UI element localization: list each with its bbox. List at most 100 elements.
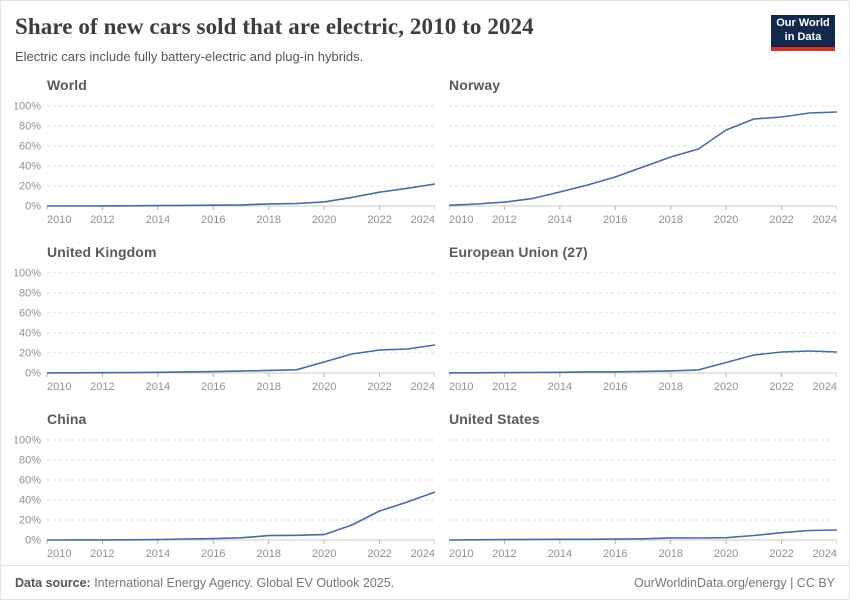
y-axis-tick-label: 60% xyxy=(19,474,41,486)
x-axis-tick-label: 2012 xyxy=(492,548,516,560)
chart-panel: United Kingdom 0% 20% 40% 60% 80% 100% 2010 2012… xyxy=(13,243,436,398)
header: Share of new cars sold that are electric… xyxy=(1,1,849,66)
x-axis-tick-label: 2016 xyxy=(603,214,627,226)
y-axis-tick-label: 80% xyxy=(19,120,41,132)
y-axis-tick-label: 100% xyxy=(15,267,41,279)
x-axis-tick-label: 2020 xyxy=(714,214,738,226)
y-axis-tick-label: 20% xyxy=(19,180,41,192)
data-line[interactable] xyxy=(46,343,436,374)
chart-panel: European Union (27) 2010 2012 2014 2016 2018 2… xyxy=(448,243,838,398)
x-axis-tick-label: 2022 xyxy=(367,214,391,226)
x-axis-tick-label: 2024 xyxy=(813,381,837,393)
x-axis-tick-label: 2018 xyxy=(256,381,280,393)
chart-plot: 0% 20% 40% 60% 80% 100% 2010 2012 2014 2016 2018 20… xyxy=(13,434,436,560)
header-text: Share of new cars sold that are electric… xyxy=(15,13,534,66)
chart-panel: Norway 2010 2012 2014 2016 2018 2020 2022 2024 xyxy=(448,76,838,231)
owid-logo[interactable]: Our World in Data xyxy=(771,15,835,51)
y-axis-tick-label: 100% xyxy=(15,434,41,446)
x-axis-tick-label: 2012 xyxy=(90,548,114,560)
chart-plot: 0% 20% 40% 60% 80% 100% 2010 2012 2014 2016 2018 20… xyxy=(13,100,436,226)
y-axis-tick-label: 100% xyxy=(15,100,41,112)
x-axis-tick-label: 2022 xyxy=(769,214,793,226)
x-axis-tick-label: 2014 xyxy=(146,214,170,226)
x-axis-tick-label: 2012 xyxy=(492,214,516,226)
chart-panel: United States 2010 2012 2014 2016 2018 2020 202… xyxy=(448,410,838,565)
x-axis-tick-label: 2024 xyxy=(813,214,837,226)
y-axis-tick-label: 20% xyxy=(19,514,41,526)
x-axis-tick-label: 2014 xyxy=(146,381,170,393)
x-axis-tick-label: 2010 xyxy=(47,214,71,226)
x-axis-tick-label: 2020 xyxy=(312,214,336,226)
x-axis-tick-label: 2022 xyxy=(769,381,793,393)
footer-datasource: Data source: International Energy Agency… xyxy=(15,576,394,590)
x-axis-tick-label: 2020 xyxy=(312,548,336,560)
y-axis-tick-label: 0% xyxy=(25,367,41,379)
data-line[interactable] xyxy=(448,349,838,374)
data-line[interactable] xyxy=(448,528,838,541)
x-axis-tick-label: 2014 xyxy=(548,548,572,560)
x-axis-tick-label: 2010 xyxy=(47,381,71,393)
footer-datasource-label: Data source: xyxy=(15,575,91,590)
y-axis-tick-label: 40% xyxy=(19,160,41,172)
chart-plot: 2010 2012 2014 2016 2018 2020 2022 2024 xyxy=(448,272,838,393)
chart-title: European Union (27) xyxy=(449,243,588,260)
x-axis-tick-label: 2020 xyxy=(714,381,738,393)
chart-panel: World 0% 20% 40% 60% 80% 100% 2010 2012 2014 2016 2… xyxy=(13,76,436,231)
x-axis-tick-label: 2016 xyxy=(603,548,627,560)
x-axis-tick-label: 2012 xyxy=(90,381,114,393)
x-axis-tick-label: 2022 xyxy=(367,381,391,393)
x-axis-tick-label: 2010 xyxy=(449,381,473,393)
page-subtitle: Electric cars include fully battery-elec… xyxy=(15,48,364,64)
x-axis-tick-label: 2018 xyxy=(256,548,280,560)
y-axis-tick-label: 60% xyxy=(19,140,41,152)
chart-plot: 0% 20% 40% 60% 80% 100% 2010 2012 2014 2016 2018 20… xyxy=(13,267,436,393)
y-axis-tick-label: 0% xyxy=(25,534,41,546)
x-axis-tick-label: 2014 xyxy=(548,214,572,226)
x-axis-tick-label: 2024 xyxy=(813,548,837,560)
chart-plot: 2010 2012 2014 2016 2018 2020 2022 2024 xyxy=(448,439,838,560)
data-line[interactable] xyxy=(448,110,838,206)
x-axis-tick-label: 2016 xyxy=(201,548,225,560)
x-axis-tick-label: 2016 xyxy=(603,381,627,393)
chart-title: United States xyxy=(449,410,540,427)
x-axis-tick-label: 2010 xyxy=(449,548,473,560)
x-axis-tick-label: 2012 xyxy=(90,214,114,226)
x-axis-tick-label: 2022 xyxy=(367,548,391,560)
y-axis-tick-label: 40% xyxy=(19,327,41,339)
x-axis-tick-label: 2012 xyxy=(492,381,516,393)
chart-title: Norway xyxy=(449,76,501,93)
footer: Data source: International Energy Agency… xyxy=(1,564,849,599)
x-axis-tick-label: 2024 xyxy=(411,548,435,560)
y-axis-tick-label: 60% xyxy=(19,307,41,319)
x-axis-tick-label: 2024 xyxy=(411,381,435,393)
x-axis-tick-label: 2020 xyxy=(312,381,336,393)
x-axis-tick-label: 2010 xyxy=(47,548,71,560)
x-axis-tick-label: 2014 xyxy=(146,548,170,560)
x-axis-tick-label: 2020 xyxy=(714,548,738,560)
y-axis-tick-label: 80% xyxy=(19,287,41,299)
y-axis-tick-label: 40% xyxy=(19,494,41,506)
charts-grid: World 0% 20% 40% 60% 80% 100% 2010 2012 2014 2016 2… xyxy=(1,77,849,565)
chart-title: China xyxy=(47,410,87,427)
x-axis-tick-label: 2016 xyxy=(201,214,225,226)
x-axis-tick-label: 2014 xyxy=(548,381,572,393)
data-line[interactable] xyxy=(46,490,436,541)
x-axis-tick-label: 2018 xyxy=(256,214,280,226)
owid-logo-line1: Our World xyxy=(776,17,830,30)
chart-panel: China 0% 20% 40% 60% 80% 100% 2010 2012 2014 2016 2… xyxy=(13,410,436,565)
footer-datasource-text: International Energy Agency. Global EV O… xyxy=(90,575,395,590)
y-axis-tick-label: 80% xyxy=(19,454,41,466)
owid-logo-line2: in Data xyxy=(784,31,822,43)
y-axis-tick-label: 0% xyxy=(25,200,41,212)
chart-title: United Kingdom xyxy=(47,243,157,260)
footer-credit-link[interactable]: OurWorldinData.org/energy | CC BY xyxy=(633,575,835,590)
chart-title: World xyxy=(47,76,87,93)
x-axis-tick-label: 2022 xyxy=(769,548,793,560)
data-line[interactable] xyxy=(47,182,436,207)
y-axis-tick-label: 20% xyxy=(19,347,41,359)
x-axis-tick-label: 2016 xyxy=(201,381,225,393)
x-axis-tick-label: 2018 xyxy=(658,214,682,226)
x-axis-tick-label: 2018 xyxy=(658,548,682,560)
chart-plot: 2010 2012 2014 2016 2018 2020 2022 2024 xyxy=(448,105,838,226)
